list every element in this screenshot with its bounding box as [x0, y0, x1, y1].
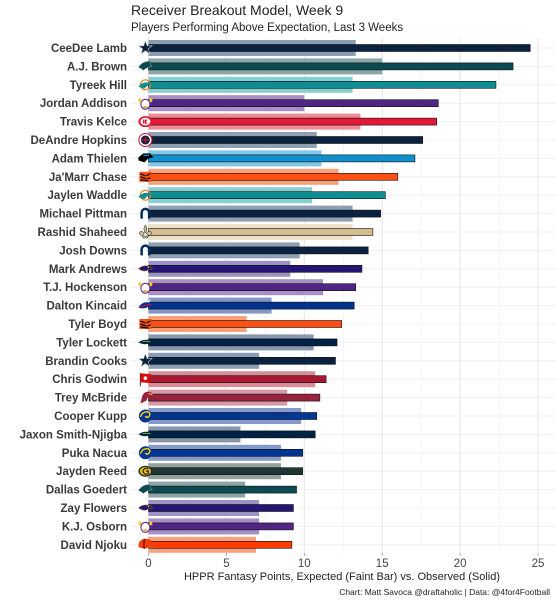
- cowboys-star-icon: [137, 40, 154, 55]
- observed-bar: [148, 448, 304, 457]
- observed-bar: [148, 356, 336, 365]
- player-label: Josh Downs: [59, 245, 127, 257]
- observed-bar: [148, 522, 294, 531]
- packers-g-icon: [138, 465, 153, 477]
- player-label: Cooper Kupp: [54, 411, 127, 423]
- player-label: Puka Nacua: [62, 448, 128, 460]
- observed-bar: [148, 44, 531, 52]
- observed-bar: [148, 375, 327, 384]
- x-axis-ticks: 0 5 10 15 20 25: [145, 553, 544, 570]
- chiefs-icon: [138, 116, 153, 128]
- player-label: Mark Andrews: [49, 264, 127, 276]
- vikings-icon: [138, 521, 153, 533]
- player-label: CeeDee Lamb: [51, 43, 127, 55]
- observed-bar: [148, 412, 318, 420]
- chart-title: Receiver Breakout Model, Week 9: [131, 2, 343, 18]
- observed-bar: [148, 246, 369, 255]
- colts-horseshoe-icon: [140, 207, 151, 219]
- player-label: Tyreek Hill: [70, 80, 127, 92]
- colts-horseshoe-icon: [140, 244, 151, 256]
- x-tick-label: 15: [376, 558, 389, 570]
- observed-bar: [148, 283, 357, 292]
- seahawks-icon: [138, 431, 154, 437]
- player-label: David Njoku: [61, 540, 127, 552]
- seahawks-icon: [138, 339, 154, 345]
- observed-bar: [148, 154, 416, 163]
- observed-bar: [148, 81, 497, 89]
- observed-bar: [148, 264, 363, 273]
- player-label: DeAndre Hopkins: [31, 135, 128, 147]
- player-label: Chris Godwin: [52, 374, 127, 386]
- dolphins-icon: [138, 79, 153, 91]
- player-label: Tyler Lockett: [56, 337, 127, 349]
- observed-bar: [148, 485, 297, 494]
- x-tick-label: 20: [454, 558, 467, 570]
- player-label: T.J. Hockenson: [43, 282, 127, 294]
- player-label: Rashid Shaheed: [38, 227, 127, 239]
- x-tick-label: 25: [532, 558, 545, 570]
- player-label: Michael Pittman: [39, 209, 127, 221]
- observed-bar: [148, 320, 342, 328]
- chart-caption: Chart: Matt Savoca @draftaholic | Data: …: [339, 587, 550, 597]
- player-label: Zay Flowers: [61, 503, 127, 515]
- chart-subtitle: Players Performing Above Expectation, La…: [131, 22, 403, 34]
- team-icons: [137, 40, 154, 549]
- vikings-icon: [138, 98, 153, 110]
- observed-bar: [148, 430, 316, 439]
- ravens-icon: [137, 265, 153, 272]
- observed-bar: [148, 173, 399, 181]
- observed-bar: [148, 228, 374, 236]
- titans-icon: [138, 133, 153, 147]
- player-label: Ja'Marr Chase: [49, 172, 127, 184]
- observed-bar: [148, 99, 439, 107]
- observed-bar: [148, 62, 514, 71]
- player-label: A.J. Brown: [67, 61, 127, 73]
- player-label: Jaxon Smith-Njigba: [20, 429, 128, 441]
- observed-bar: [148, 467, 304, 476]
- player-label: Jayden Reed: [56, 466, 127, 478]
- eagles-icon: [138, 61, 154, 71]
- observed-bar: [148, 540, 293, 549]
- observed-bar: [148, 338, 338, 347]
- x-axis-title: HPPR Fantasy Points, Expected (Faint Bar…: [184, 571, 500, 583]
- player-label: Adam Thielen: [52, 153, 127, 165]
- observed-bar: [148, 209, 381, 218]
- player-label: Dallas Goedert: [46, 485, 127, 497]
- eagles-icon: [138, 484, 154, 494]
- bengals-icon: [139, 171, 152, 182]
- player-label: K.J. Osborn: [62, 521, 127, 533]
- x-tick-label: 0: [145, 558, 151, 570]
- bills-icon: [138, 299, 153, 309]
- player-label: Travis Kelce: [60, 117, 127, 129]
- bengals-icon: [139, 319, 152, 329]
- buccaneers-flag-icon: [139, 373, 152, 387]
- player-label: Brandin Cooks: [45, 356, 127, 368]
- cardinals-icon: [140, 391, 153, 404]
- player-label: Jaylen Waddle: [48, 190, 127, 202]
- rams-horn-icon: [138, 446, 152, 460]
- observed-bar: [148, 301, 355, 310]
- observed-bar: [148, 393, 321, 402]
- player-label: Tyler Boyd: [68, 319, 127, 331]
- player-label: Dalton Kincaid: [46, 301, 127, 313]
- observed-bar: [148, 117, 438, 126]
- browns-helmet-icon: [138, 538, 154, 549]
- saints-fleur-icon: [139, 224, 152, 239]
- player-label: Trey McBride: [55, 393, 127, 405]
- dolphins-icon: [138, 189, 153, 201]
- x-tick-label: 5: [223, 558, 229, 570]
- cowboys-star-icon: [137, 352, 154, 368]
- player-labels: CeeDee Lamb A.J. Brown Tyreek Hill Jordan A…: [20, 43, 128, 552]
- observed-bar: [148, 136, 424, 144]
- observed-bar: [148, 504, 294, 512]
- observed-bar: [148, 191, 386, 199]
- ravens-icon: [137, 504, 153, 511]
- player-label: Jordan Addison: [40, 98, 127, 110]
- panthers-icon: [138, 153, 154, 163]
- x-tick-label: 10: [298, 558, 311, 570]
- rams-horn-icon: [138, 409, 152, 423]
- vikings-icon: [138, 282, 153, 294]
